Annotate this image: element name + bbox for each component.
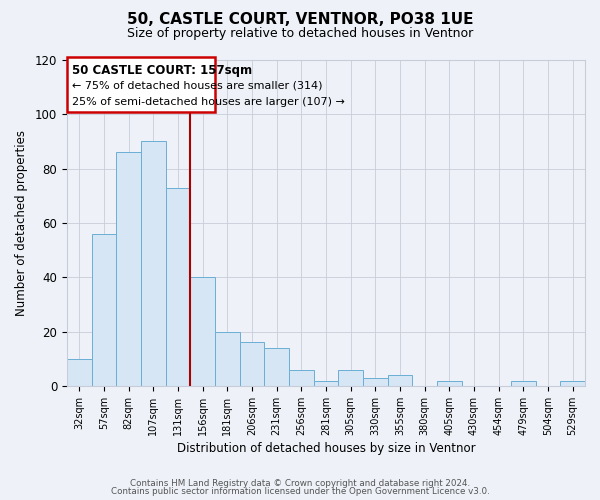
Text: Size of property relative to detached houses in Ventnor: Size of property relative to detached ho… <box>127 28 473 40</box>
Bar <box>437 380 461 386</box>
FancyBboxPatch shape <box>67 58 215 112</box>
Bar <box>239 342 265 386</box>
Text: 50 CASTLE COURT: 157sqm: 50 CASTLE COURT: 157sqm <box>72 64 252 77</box>
Bar <box>289 370 314 386</box>
Bar <box>363 378 388 386</box>
Text: Contains public sector information licensed under the Open Government Licence v3: Contains public sector information licen… <box>110 487 490 496</box>
Bar <box>166 188 190 386</box>
Bar <box>116 152 141 386</box>
Text: ← 75% of detached houses are smaller (314): ← 75% of detached houses are smaller (31… <box>72 80 322 90</box>
Bar <box>314 380 338 386</box>
X-axis label: Distribution of detached houses by size in Ventnor: Distribution of detached houses by size … <box>177 442 475 455</box>
Bar <box>67 359 92 386</box>
Text: Contains HM Land Registry data © Crown copyright and database right 2024.: Contains HM Land Registry data © Crown c… <box>130 478 470 488</box>
Bar <box>265 348 289 386</box>
Bar <box>190 278 215 386</box>
Bar <box>338 370 363 386</box>
Text: 50, CASTLE COURT, VENTNOR, PO38 1UE: 50, CASTLE COURT, VENTNOR, PO38 1UE <box>127 12 473 28</box>
Bar <box>141 142 166 386</box>
Text: 25% of semi-detached houses are larger (107) →: 25% of semi-detached houses are larger (… <box>72 96 345 106</box>
Bar <box>511 380 536 386</box>
Bar <box>560 380 585 386</box>
Bar <box>388 375 412 386</box>
Bar <box>215 332 239 386</box>
Y-axis label: Number of detached properties: Number of detached properties <box>15 130 28 316</box>
Bar <box>92 234 116 386</box>
